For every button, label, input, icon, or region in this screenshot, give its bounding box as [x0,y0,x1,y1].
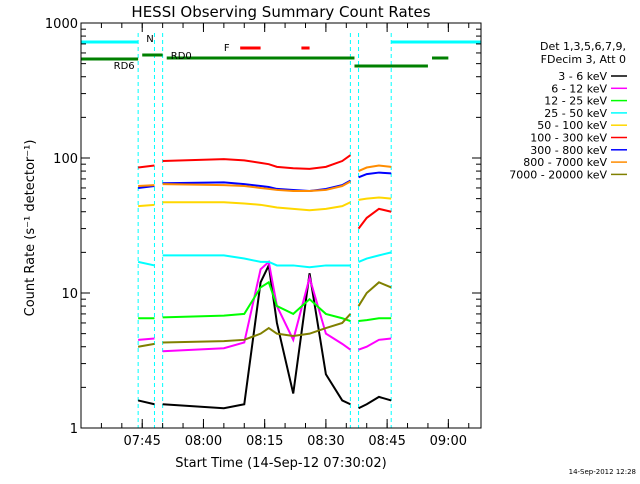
legend-label: 7000 - 20000 keV [509,168,607,181]
series-line [138,164,392,192]
legend-label: 12 - 25 keV [544,95,607,108]
chart-title: HESSI Observing Summary Count Rates [131,3,430,21]
legend-header-line: Det 1,3,5,6,7,9, [540,40,626,53]
flag-label: RD0 [171,51,192,62]
y-tick-label: 1000 [45,17,78,32]
flag-label: F [224,43,230,54]
flag-layer: N RD6 RD0 F [80,33,482,428]
series-line [138,196,392,212]
series-line [137,281,392,348]
series-line [137,251,392,269]
legend-label: 50 - 100 keV [537,119,607,132]
series-line [138,154,392,230]
x-tick-label: 08:15 [246,434,283,449]
y-tick-label: 1 [70,422,78,437]
series-line [137,262,392,410]
y-tick-label: 100 [53,152,78,167]
legend-label: 300 - 800 keV [530,144,607,157]
legend-label: 25 - 50 keV [544,107,607,120]
plot-frame [80,22,482,429]
series-line [138,280,392,323]
flag-label: N [146,34,153,45]
x-tick-label: 09:00 [430,434,467,449]
legend-label: 100 - 300 keV [530,132,607,145]
legend-label: 800 - 7000 keV [523,156,607,169]
axes-layer: 1 10 100 1000 07:45 08:00 08:15 08:30 08:45 09:00 [45,17,482,449]
y-axis-label: Count Rate (s⁻¹ detector⁻¹) [23,140,38,317]
x-tick-label: 08:45 [368,434,405,449]
legend-label: 6 - 12 keV [551,82,607,95]
footer-timestamp: 14-Sep-2012 12:28 [569,468,636,476]
x-axis-label: Start Time (14-Sep-12 07:30:02) [175,456,386,471]
y-tick-label: 10 [61,287,78,302]
x-tick-label: 07:45 [123,434,160,449]
legend-header-line: FDecim 3, Att 0 [541,53,626,66]
x-tick-label: 08:00 [185,434,222,449]
legend-label: 3 - 6 keV [558,70,607,83]
flag-label: RD6 [114,61,135,72]
x-tick-label: 08:30 [307,434,344,449]
series-layer [137,154,392,410]
